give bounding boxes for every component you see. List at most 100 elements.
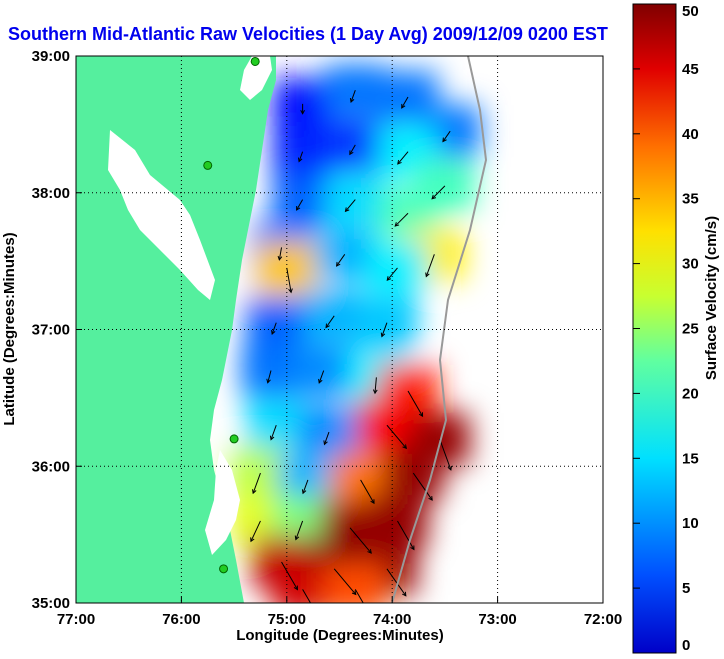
velocity-arrow-head — [323, 440, 328, 446]
velocity-arrow — [386, 424, 407, 449]
y-tick-label: 36:00 — [32, 458, 70, 475]
x-axis-label: Longitude (Degrees:Minutes) — [236, 627, 444, 644]
velocity-arrow-head — [335, 261, 341, 267]
colorbar-tick-label: 20 — [682, 385, 699, 402]
velocity-arrow-head — [344, 207, 350, 213]
velocity-arrow-head — [349, 97, 355, 104]
velocity-arrow-head — [447, 465, 452, 471]
velocity-arrow — [336, 254, 346, 267]
velocity-arrow — [349, 144, 356, 155]
colorbar-tick-label: 35 — [682, 191, 699, 208]
velocity-arrow-head — [418, 412, 424, 418]
velocity-arrow — [439, 438, 452, 471]
velocity-arrow-head — [315, 612, 318, 616]
colorbar-tick-label: 5 — [682, 580, 690, 597]
velocity-arrow-head — [394, 222, 400, 227]
radar-station-marker — [229, 434, 239, 444]
velocity-arrow — [296, 199, 304, 211]
velocity-arrow-head — [428, 496, 433, 501]
x-tick-label: 72:00 — [584, 611, 622, 628]
velocity-arrow-head — [325, 323, 330, 329]
velocity-arrow-head — [266, 378, 271, 384]
velocity-arrow — [345, 199, 356, 212]
colorbar-tick-label: 0 — [682, 637, 690, 654]
velocity-arrow-head — [288, 288, 293, 294]
colorbar: 0 5 10 15 20 25 30 35 40 45 50 Surface Velocity (c… — [632, 3, 720, 654]
velocity-arrow-head — [397, 159, 402, 165]
y-tick-label: 38:00 — [32, 185, 70, 202]
velocity-arrow — [281, 561, 298, 590]
colorbar-tick-label: 40 — [682, 126, 699, 143]
colorbar-tick-label: 50 — [682, 3, 699, 20]
velocity-arrow-head — [367, 549, 372, 554]
x-axis-ticks: 77:00 76:00 75:00 74:00 73:00 72:00 — [57, 597, 622, 628]
velocity-arrow — [271, 322, 277, 335]
velocity-arrow — [325, 315, 335, 328]
colorbar-tick-label: 30 — [682, 256, 699, 273]
x-tick-label: 77:00 — [57, 611, 95, 628]
velocity-arrow — [401, 96, 409, 109]
velocity-arrow — [278, 247, 283, 260]
velocity-cell — [272, 563, 333, 603]
velocity-arrow-head — [431, 194, 437, 200]
velocity-arrow — [374, 377, 377, 394]
radar-station-marker — [203, 160, 213, 170]
velocity-arrow-head — [271, 329, 276, 335]
radar-stations — [203, 56, 260, 574]
velocity-arrow-head — [250, 537, 255, 543]
velocity-arrow — [323, 431, 330, 445]
velocity-arrow-head — [269, 435, 275, 441]
colorbar-tick-label: 10 — [682, 515, 699, 532]
colorbar-tick-label: 15 — [682, 450, 699, 467]
velocity-arrow — [397, 151, 409, 165]
y-axis-ticks: 35:00 36:00 37:00 38:00 39:00 — [32, 48, 82, 612]
pamlico-sound — [205, 450, 240, 555]
chart-title: Southern Mid-Atlantic Raw Velocities (1 … — [8, 24, 608, 44]
velocity-arrow-head — [402, 444, 408, 450]
y-tick-label: 35:00 — [32, 595, 70, 612]
velocity-arrow — [298, 151, 304, 162]
velocity-arrow — [397, 520, 415, 550]
colorbar-tick-label: 25 — [682, 321, 699, 338]
chesapeake-bay — [108, 130, 215, 300]
velocity-arrow — [302, 479, 309, 494]
velocity-arrow — [250, 520, 261, 542]
colorbar-label: Surface Velocity (cm/s) — [703, 216, 720, 380]
velocity-arrow — [270, 425, 277, 440]
velocity-arrow-head — [293, 585, 298, 591]
velocity-arrow — [295, 520, 304, 540]
velocity-arrow — [267, 370, 272, 383]
velocity-arrow — [318, 370, 325, 384]
velocity-arrow-head — [252, 489, 257, 495]
colorbar-tick-label: 45 — [682, 61, 699, 78]
velocity-arrow-head — [301, 489, 307, 495]
velocity-arrow-head — [401, 103, 406, 109]
velocity-arrow — [442, 130, 451, 142]
velocity-arrow — [431, 185, 446, 200]
colorbar-gradient — [632, 3, 677, 654]
velocity-arrow — [360, 479, 375, 504]
velocity-arrow — [354, 589, 364, 603]
x-tick-label: 73:00 — [478, 611, 516, 628]
velocity-arrow-head — [380, 332, 386, 338]
x-tick-label: 76:00 — [162, 611, 200, 628]
velocity-arrow-head — [351, 590, 357, 596]
velocity-arrow-head — [402, 591, 407, 597]
delaware-bay — [240, 56, 272, 100]
velocity-arrow-head — [318, 378, 323, 384]
velocity-field-layer — [230, 64, 481, 603]
velocity-arrow-head — [425, 272, 430, 278]
velocity-arrow — [386, 568, 407, 597]
velocity-arrow-head — [410, 545, 415, 551]
colorbar-ticks: 0 5 10 15 20 25 30 35 40 45 50 — [633, 3, 699, 654]
velocity-arrow — [286, 267, 292, 293]
velocity-arrow — [349, 527, 372, 554]
y-tick-label: 37:00 — [32, 322, 70, 339]
radar-station-marker — [250, 56, 260, 66]
velocity-arrow — [412, 472, 433, 501]
velocity-arrow — [386, 267, 398, 281]
velocity-arrow — [350, 90, 356, 103]
velocity-arrow-head — [297, 157, 303, 163]
x-tick-label: 74:00 — [373, 611, 411, 628]
